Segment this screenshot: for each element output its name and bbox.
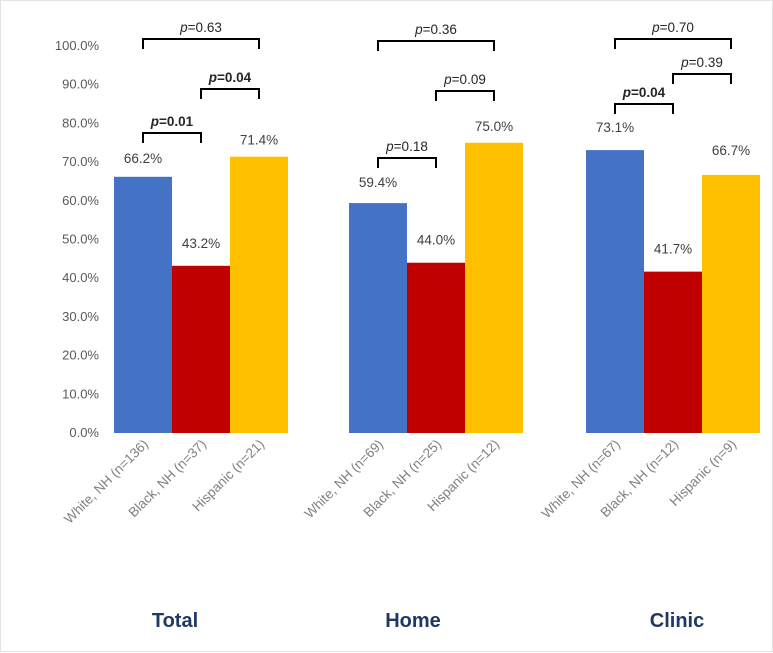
data-label: 75.0%	[475, 119, 513, 134]
group-label: Clinic	[650, 610, 704, 632]
bar	[407, 263, 465, 433]
bars	[114, 143, 760, 433]
p-value-label: p=0.18	[385, 139, 428, 154]
bar	[702, 175, 760, 433]
comparison-bracket	[673, 74, 731, 84]
data-label: 44.0%	[417, 233, 455, 248]
bar	[644, 272, 702, 433]
group-label: Total	[152, 610, 198, 632]
y-tick-label: 90.0%	[62, 77, 99, 92]
data-label: 59.4%	[359, 175, 397, 190]
y-tick-label: 20.0%	[62, 348, 99, 363]
y-tick-label: 30.0%	[62, 309, 99, 324]
p-value-label: p=0.04	[622, 85, 666, 100]
p-value-label: p=0.09	[443, 72, 486, 87]
p-value-label: p=0.63	[179, 20, 222, 35]
data-label: 66.7%	[712, 143, 750, 158]
data-label: 66.2%	[124, 151, 162, 166]
bar	[230, 157, 288, 433]
comparison-bracket	[378, 41, 494, 51]
data-label: 73.1%	[596, 120, 634, 135]
y-tick-label: 100.0%	[55, 38, 100, 53]
y-tick-label: 10.0%	[62, 386, 99, 401]
data-label: 43.2%	[182, 236, 220, 251]
x-axis-labels: White, NH (n=136)Black, NH (n=37)Hispani…	[61, 437, 739, 527]
data-label: 41.7%	[654, 242, 692, 257]
y-axis: 0.0% 10.0% 20.0% 30.0% 40.0% 50.0% 60.0% 70.0% 8…	[55, 38, 100, 440]
p-value-brackets: p=0.01 p=0.04 p=0.63 p=0.18 p=0.09 p=0.36 p=0.…	[143, 20, 731, 168]
bar	[349, 203, 407, 433]
comparison-bracket	[201, 89, 259, 99]
comparison-bracket	[615, 104, 673, 114]
data-label: 71.4%	[240, 133, 278, 148]
bar	[465, 143, 523, 433]
p-value-label: p=0.01	[150, 114, 194, 129]
comparison-bracket	[143, 39, 259, 49]
p-value-label: p=0.36	[414, 22, 457, 37]
y-tick-label: 70.0%	[62, 154, 99, 169]
y-tick-label: 50.0%	[62, 232, 99, 247]
y-tick-label: 0.0%	[69, 425, 99, 440]
comparison-bracket	[615, 39, 731, 49]
y-tick-label: 60.0%	[62, 193, 99, 208]
data-labels: 66.2% 43.2% 71.4% 59.4% 44.0% 75.0% 73.1% 41.7%…	[124, 119, 750, 257]
comparison-bracket	[436, 91, 494, 101]
bar	[114, 177, 172, 433]
comparison-bracket	[378, 158, 436, 168]
bar	[586, 150, 644, 433]
p-value-label: p=0.04	[208, 70, 252, 85]
y-tick-label: 40.0%	[62, 270, 99, 285]
p-value-label: p=0.39	[680, 55, 723, 70]
bar	[172, 266, 230, 433]
p-value-label: p=0.70	[651, 20, 694, 35]
comparison-bracket	[143, 133, 201, 143]
y-tick-label: 80.0%	[62, 115, 99, 130]
group-label: Home	[385, 610, 441, 632]
group-labels: Total Home Clinic	[152, 610, 704, 632]
